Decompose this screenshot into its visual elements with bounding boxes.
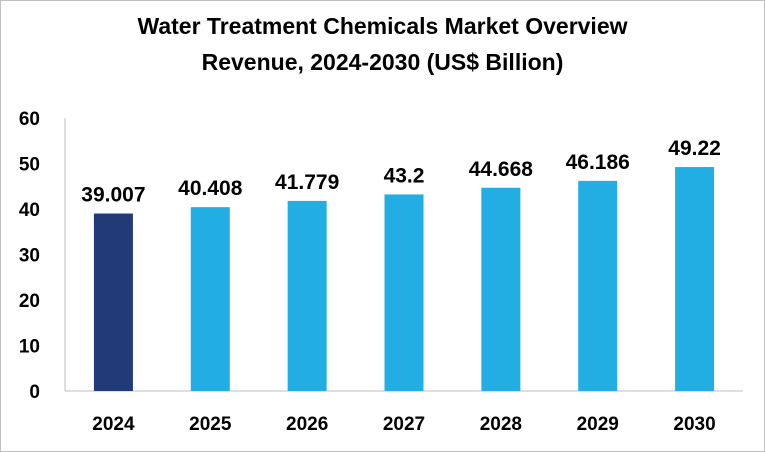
x-tick-label-2030: 2030: [673, 414, 715, 435]
data-label-2025: 40.408: [178, 177, 243, 200]
data-label-2024: 39.007: [81, 184, 145, 207]
chart-title-block: Water Treatment Chemicals Market Overvie…: [0, 8, 765, 80]
data-label-2029: 46.186: [566, 151, 630, 174]
data-label-2027: 43.2: [384, 164, 425, 187]
y-tick-label-20: 20: [19, 291, 40, 312]
chart-title: Water Treatment Chemicals Market Overvie…: [137, 13, 628, 39]
bar-2025: [190, 207, 230, 391]
x-tick-label-2028: 2028: [480, 414, 522, 435]
x-tick-label-2026: 2026: [286, 414, 328, 435]
bar-2028: [481, 187, 521, 391]
x-tick-label-2027: 2027: [383, 414, 425, 435]
bar-2024: [93, 213, 133, 391]
bar-2027: [384, 194, 424, 391]
y-tick-label-40: 40: [19, 200, 40, 221]
y-tick-label-10: 10: [19, 337, 40, 358]
x-tick-label-2025: 2025: [189, 414, 232, 435]
chart-subtitle: Revenue, 2024-2030 (US$ Billion): [201, 49, 564, 75]
bar-2026: [287, 200, 327, 391]
y-tick-label-60: 60: [19, 109, 40, 130]
x-tick-label-2024: 2024: [92, 414, 135, 435]
x-tick-label-2029: 2029: [577, 414, 619, 435]
bar-2029: [578, 180, 618, 391]
data-label-2030: 49.22: [668, 137, 721, 160]
y-tick-label-0: 0: [29, 382, 40, 403]
data-label-2028: 44.668: [469, 158, 534, 181]
y-tick-label-50: 50: [19, 155, 40, 176]
bar-2030: [675, 167, 715, 391]
y-tick-label-30: 30: [19, 246, 40, 267]
data-label-2026: 41.779: [275, 171, 339, 194]
